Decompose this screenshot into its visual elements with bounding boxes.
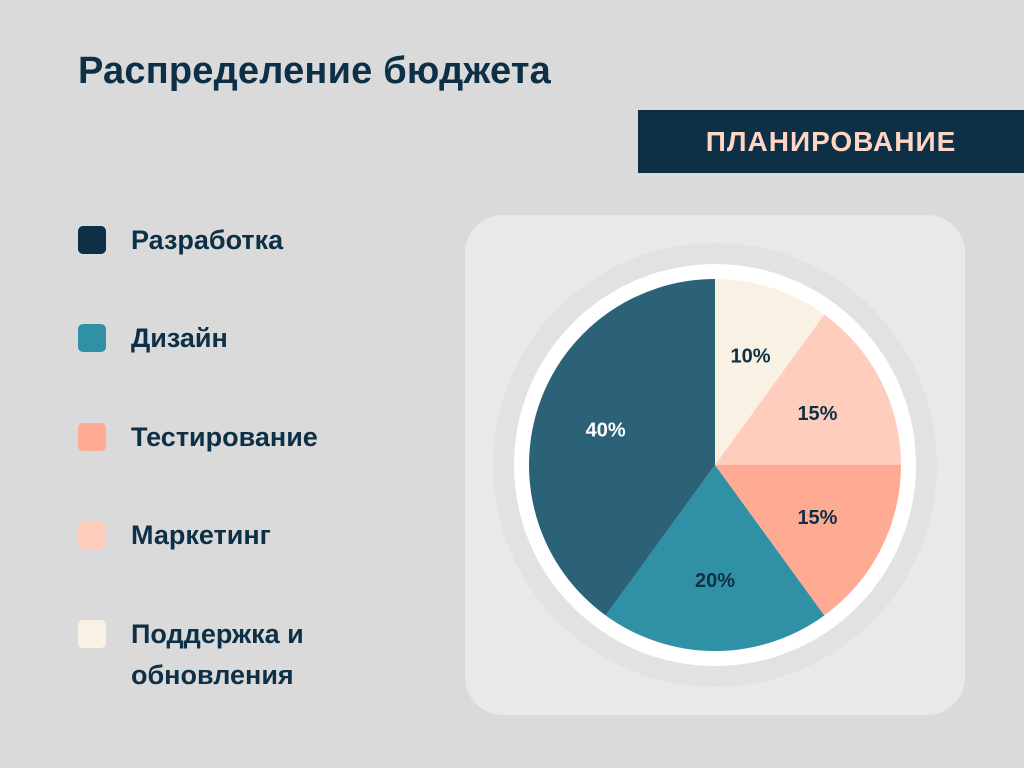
legend-label: Тестирование [131, 422, 318, 452]
category-badge: ПЛАНИРОВАНИЕ [638, 110, 1024, 173]
slice-development [529, 279, 715, 616]
legend-swatch [78, 324, 106, 352]
slice-design [605, 465, 825, 651]
badge-label: ПЛАНИРОВАНИЕ [705, 125, 957, 157]
legend-swatch [78, 226, 106, 254]
slice-testing-label: 15% [797, 507, 837, 529]
slice-support-label: 10% [731, 346, 771, 368]
chart-card: 10% 15% 15% 20% 40% [465, 215, 965, 715]
legend-label: Маркетинг [131, 520, 271, 550]
legend-label: Разработка [131, 225, 284, 255]
slice-testing [715, 465, 901, 616]
legend-swatch [78, 521, 106, 549]
slice-marketing-label: 15% [797, 403, 837, 425]
page-title: Распределение бюджета [78, 50, 552, 92]
slice-marketing [715, 314, 901, 465]
legend-label: Дизайн [131, 323, 228, 353]
legend-swatch [78, 620, 106, 648]
legend-swatch [78, 423, 106, 451]
slice-support [715, 279, 825, 465]
pie-data-labels: 10% 15% 15% 20% 40% [586, 346, 838, 592]
legend-label: Поддержка и обновления [131, 619, 304, 690]
pie-slices [529, 279, 901, 651]
pie-chart: 10% 15% 15% 20% 40% [493, 243, 937, 687]
slice-design-label: 20% [695, 570, 735, 592]
slice-development-label: 40% [586, 419, 626, 441]
